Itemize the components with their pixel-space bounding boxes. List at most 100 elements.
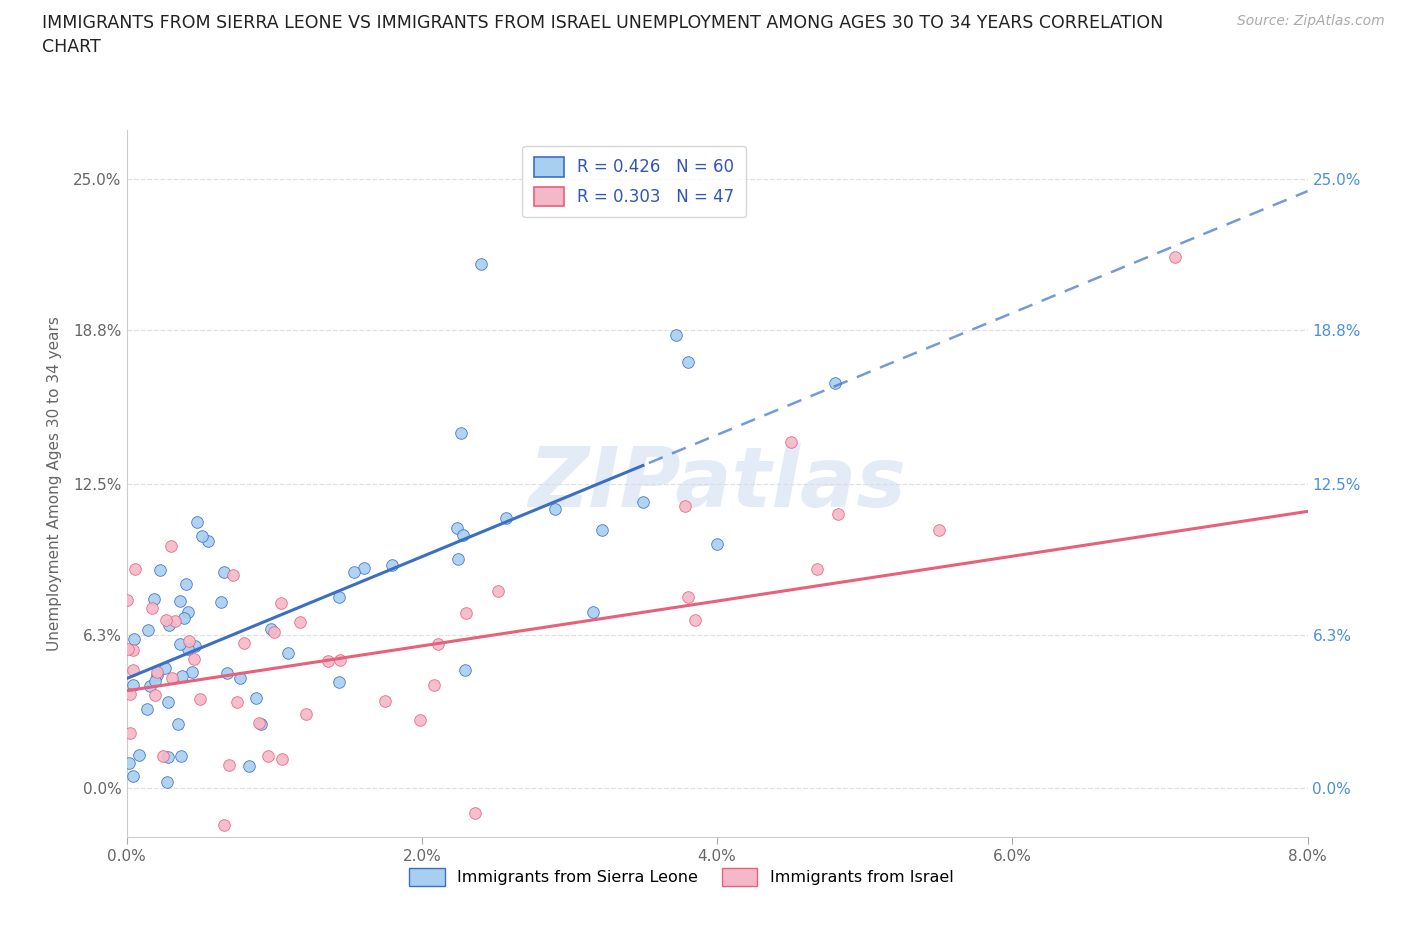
Text: ZIPatlas: ZIPatlas — [529, 443, 905, 525]
Point — [226, 695, 249, 710]
Point — [118, 686, 141, 701]
Point — [353, 561, 375, 576]
Point — [197, 534, 219, 549]
Point — [143, 673, 166, 688]
Point — [329, 653, 352, 668]
Point — [683, 613, 706, 628]
Point — [156, 695, 179, 710]
Point — [172, 669, 194, 684]
Point — [191, 529, 214, 544]
Point — [450, 426, 472, 441]
Point — [156, 775, 179, 790]
Point — [381, 558, 404, 573]
Point — [779, 434, 801, 449]
Point — [257, 749, 280, 764]
Point — [423, 677, 446, 692]
Point — [316, 654, 339, 669]
Point — [143, 591, 166, 606]
Point — [582, 604, 605, 619]
Point — [665, 327, 688, 342]
Point — [145, 668, 167, 683]
Point — [328, 675, 350, 690]
Point — [229, 671, 252, 685]
Point — [454, 605, 477, 620]
Point — [136, 622, 159, 637]
Point — [824, 376, 846, 391]
Point — [806, 562, 828, 577]
Point — [156, 750, 179, 764]
Point — [117, 642, 139, 657]
Point — [181, 665, 204, 680]
Point — [328, 590, 350, 604]
Point — [138, 679, 160, 694]
Point — [928, 523, 950, 538]
Point — [343, 565, 366, 579]
Point — [453, 662, 475, 677]
Point — [706, 537, 728, 551]
Point — [676, 590, 699, 604]
Point — [143, 688, 166, 703]
Point — [827, 506, 849, 521]
Y-axis label: Unemployment Among Ages 30 to 34 years: Unemployment Among Ages 30 to 34 years — [48, 316, 62, 651]
Point — [162, 671, 184, 686]
Point — [177, 642, 200, 657]
Point — [426, 636, 449, 651]
Point — [121, 643, 143, 658]
Point — [157, 618, 180, 632]
Point — [271, 752, 294, 767]
Point — [464, 805, 486, 820]
Point — [249, 717, 271, 732]
Point — [141, 601, 163, 616]
Point — [155, 613, 177, 628]
Point — [163, 613, 186, 628]
Point — [176, 577, 198, 591]
Point — [247, 716, 270, 731]
Point — [146, 665, 169, 680]
Point — [217, 665, 239, 680]
Point — [295, 707, 318, 722]
Point — [170, 748, 193, 763]
Point — [263, 625, 285, 640]
Point — [128, 748, 150, 763]
Point — [173, 610, 195, 625]
Point — [121, 678, 143, 693]
Point — [260, 622, 283, 637]
Point — [122, 662, 145, 677]
Point — [633, 495, 655, 510]
Point — [122, 631, 145, 646]
Text: IMMIGRANTS FROM SIERRA LEONE VS IMMIGRANTS FROM ISRAEL UNEMPLOYMENT AMONG AGES 3: IMMIGRANTS FROM SIERRA LEONE VS IMMIGRAN… — [42, 14, 1163, 56]
Point — [1164, 249, 1187, 264]
Point — [118, 756, 141, 771]
Point — [153, 661, 176, 676]
Point — [124, 562, 146, 577]
Point — [135, 702, 157, 717]
Point — [245, 690, 267, 705]
Point — [122, 768, 145, 783]
Point — [209, 595, 232, 610]
Legend: Immigrants from Sierra Leone, Immigrants from Israel: Immigrants from Sierra Leone, Immigrants… — [404, 861, 960, 893]
Point — [218, 758, 240, 773]
Point — [117, 593, 139, 608]
Point — [233, 636, 256, 651]
Point — [120, 725, 142, 740]
Point — [166, 716, 188, 731]
Point — [169, 637, 191, 652]
Point — [169, 593, 191, 608]
Point — [152, 748, 174, 763]
Point — [277, 645, 299, 660]
Point — [470, 257, 492, 272]
Point — [188, 692, 211, 707]
Point — [159, 538, 181, 553]
Point — [495, 511, 517, 525]
Point — [447, 551, 470, 566]
Point — [214, 565, 236, 579]
Point — [183, 652, 205, 667]
Point — [212, 817, 235, 832]
Point — [177, 604, 200, 619]
Point — [288, 614, 311, 629]
Point — [221, 567, 243, 582]
Point — [149, 563, 172, 578]
Point — [446, 521, 468, 536]
Point — [676, 354, 699, 369]
Point — [544, 502, 567, 517]
